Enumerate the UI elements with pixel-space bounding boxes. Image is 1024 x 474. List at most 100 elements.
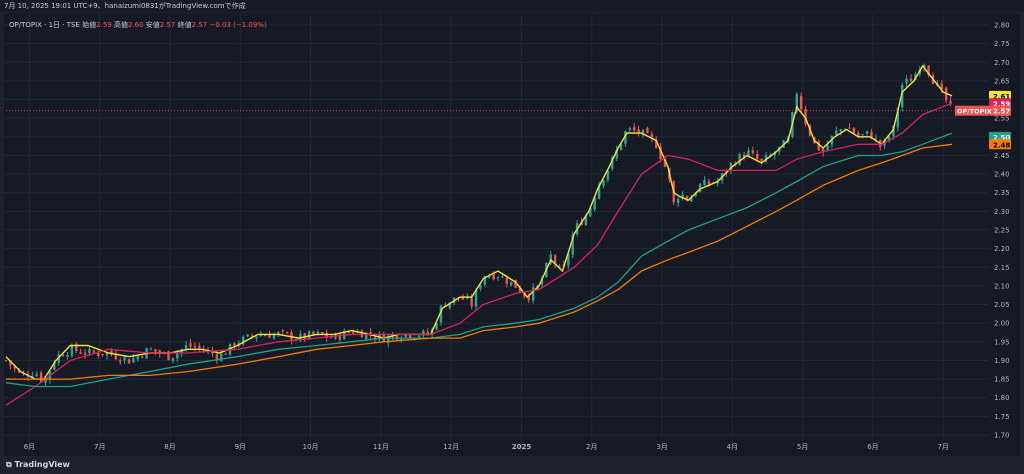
- close-value: 2.57: [191, 21, 208, 29]
- high-value: 2.60: [127, 21, 144, 29]
- candle-up: [422, 330, 425, 336]
- candle-up: [176, 352, 179, 359]
- candle-down: [857, 132, 860, 138]
- symbol-legend[interactable]: OP/TOPIX · 1日 · TSE 始値2.59 高値2.60 安値2.57…: [9, 20, 267, 30]
- candle-down: [83, 352, 87, 355]
- chart-area[interactable]: [4, 13, 1020, 456]
- candle-up: [435, 323, 438, 330]
- candle-up: [255, 336, 258, 339]
- candle-down: [338, 334, 342, 340]
- candle-down: [198, 345, 201, 349]
- high-label: 高値: [113, 21, 128, 29]
- price-tick-label: 2.00: [994, 320, 1010, 328]
- candle-up: [220, 354, 223, 361]
- brand-label: TradingView: [14, 460, 70, 469]
- time-tick-label: 6月: [24, 443, 35, 451]
- moving-average-line-4: [6, 143, 953, 380]
- candle-down: [523, 292, 526, 297]
- candle-down: [799, 95, 803, 110]
- candle-up: [132, 357, 135, 363]
- candle-up: [641, 129, 645, 136]
- price-tick-label: 2.75: [994, 40, 1010, 48]
- time-tick-label: 4月: [727, 443, 738, 451]
- candle-up: [242, 336, 245, 345]
- candle-up: [597, 184, 601, 199]
- candle-down: [127, 359, 131, 364]
- candle-down: [61, 355, 65, 357]
- candle-down: [97, 352, 100, 356]
- candle-down: [101, 353, 104, 356]
- candle-up: [510, 281, 513, 286]
- candle-up: [272, 334, 276, 339]
- candle-down: [268, 334, 271, 338]
- candle-down: [158, 350, 161, 354]
- price-label: 2.59: [993, 100, 1010, 108]
- price-label-box: [989, 105, 1011, 116]
- candle-up: [316, 331, 320, 334]
- price-tick-label: 1.80: [994, 394, 1010, 402]
- candle-up: [31, 375, 34, 377]
- candle-down: [114, 353, 118, 360]
- price-tick-label: 1.95: [994, 338, 1010, 346]
- tradingview-logo[interactable]: ⧉ TradingView: [6, 456, 70, 474]
- candle-down: [250, 335, 254, 337]
- candle-down: [707, 181, 711, 185]
- candle-up: [66, 354, 69, 357]
- candle-up: [589, 208, 592, 217]
- candle-down: [909, 78, 913, 82]
- candle-down: [193, 345, 197, 348]
- candle-up: [571, 235, 574, 255]
- candle-down: [685, 196, 689, 201]
- candle-down: [492, 274, 495, 280]
- candle-up: [496, 277, 500, 279]
- moving-average-line-2: [5, 102, 953, 406]
- price-tick-label: 2.70: [994, 59, 1010, 67]
- candle-down: [760, 158, 763, 162]
- candle-up: [676, 199, 680, 204]
- candle-up: [404, 334, 407, 337]
- candle-up: [299, 333, 302, 340]
- candle-up: [606, 170, 610, 180]
- bottom-bar: ⧉ TradingView: [0, 456, 1024, 474]
- candle-down: [189, 343, 192, 347]
- candle-up: [259, 334, 263, 337]
- time-tick-label: 9月: [235, 443, 246, 451]
- candle-up: [105, 352, 109, 356]
- candle-up: [584, 215, 588, 226]
- candle-down: [224, 353, 227, 355]
- candle-down: [369, 331, 372, 336]
- candle-down: [751, 150, 755, 153]
- candle-down: [39, 372, 43, 383]
- candle-up: [35, 374, 38, 376]
- price-tick-label: 2.55: [994, 115, 1010, 123]
- candle-down: [514, 279, 517, 288]
- price-tick-label: 2.65: [994, 77, 1010, 85]
- candle-up: [874, 138, 878, 140]
- candle-down: [633, 127, 636, 131]
- candle-up: [307, 331, 311, 339]
- candle-up: [466, 297, 469, 299]
- candle-down: [949, 100, 952, 104]
- candle-down: [9, 360, 12, 366]
- candle-down: [347, 332, 350, 334]
- candle-up: [483, 276, 487, 285]
- candle-down: [351, 332, 355, 334]
- candle-up: [694, 193, 697, 196]
- symbol-name[interactable]: OP/TOPIX · 1日 · TSE: [9, 21, 80, 29]
- candle-up: [922, 64, 926, 68]
- candle-up: [865, 130, 869, 134]
- candle-up: [892, 125, 895, 137]
- candle-down: [408, 335, 412, 339]
- candle-down: [119, 360, 122, 362]
- moving-average-line-3: [5, 132, 953, 388]
- candle-up: [448, 302, 451, 308]
- price-tick-label: 2.35: [994, 189, 1010, 197]
- candle-up: [246, 334, 249, 337]
- candle-up: [593, 197, 596, 210]
- price-tick-label: 2.80: [994, 22, 1010, 30]
- candle-up: [474, 289, 478, 307]
- candle-up: [57, 354, 60, 363]
- candle-down: [852, 128, 856, 134]
- symbol-tag: OP/TOPIX: [957, 108, 992, 116]
